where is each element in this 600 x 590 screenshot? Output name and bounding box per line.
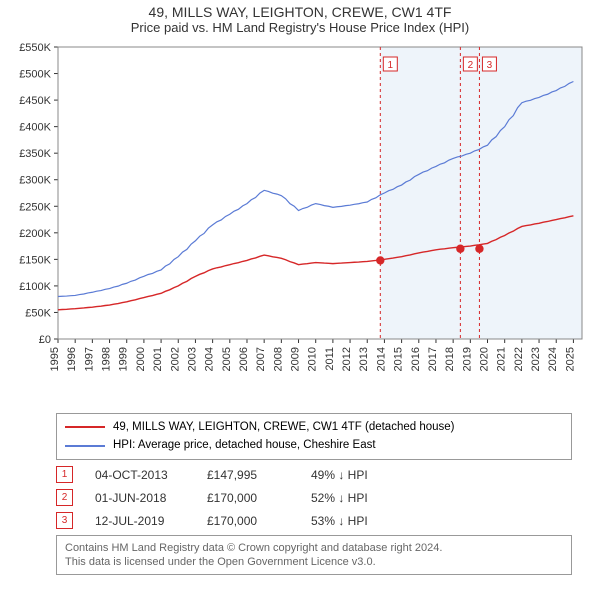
event-marker-box: 1 (56, 466, 73, 483)
svg-text:2016: 2016 (410, 347, 422, 371)
svg-text:1999: 1999 (118, 347, 130, 371)
event-price: £147,995 (207, 466, 289, 484)
event-price: £170,000 (207, 489, 289, 507)
svg-text:3: 3 (487, 60, 493, 71)
svg-text:£200K: £200K (19, 228, 51, 240)
event-row: 3 12-JUL-2019 £170,000 53% ↓ HPI (56, 512, 572, 530)
svg-text:1: 1 (388, 60, 394, 71)
svg-text:2024: 2024 (547, 347, 559, 371)
legend-label-property: 49, MILLS WAY, LEIGHTON, CREWE, CW1 4TF … (113, 418, 455, 436)
svg-text:2006: 2006 (238, 347, 250, 371)
svg-text:2008: 2008 (272, 347, 284, 371)
svg-text:2017: 2017 (427, 347, 439, 371)
svg-text:2: 2 (468, 60, 474, 71)
svg-text:£250K: £250K (19, 201, 51, 213)
event-marker-box: 2 (56, 489, 73, 506)
svg-text:2001: 2001 (152, 347, 164, 371)
svg-text:£450K: £450K (19, 95, 51, 107)
svg-text:2014: 2014 (375, 347, 387, 371)
legend-box: 49, MILLS WAY, LEIGHTON, CREWE, CW1 4TF … (56, 413, 572, 460)
event-delta: 53% ↓ HPI (311, 512, 368, 530)
svg-text:2002: 2002 (169, 347, 181, 371)
svg-text:2020: 2020 (479, 347, 491, 371)
svg-text:2010: 2010 (307, 347, 319, 371)
svg-text:2012: 2012 (341, 347, 353, 371)
legend-swatch-hpi (65, 445, 105, 447)
svg-text:2025: 2025 (564, 347, 576, 371)
event-marker-box: 3 (56, 512, 73, 529)
event-date: 01-JUN-2018 (95, 489, 185, 507)
event-row: 2 01-JUN-2018 £170,000 52% ↓ HPI (56, 489, 572, 507)
event-delta: 52% ↓ HPI (311, 489, 368, 507)
event-price: £170,000 (207, 512, 289, 530)
title-block: 49, MILLS WAY, LEIGHTON, CREWE, CW1 4TF … (8, 4, 592, 35)
svg-text:£50K: £50K (25, 307, 51, 319)
svg-text:2013: 2013 (358, 347, 370, 371)
svg-text:£500K: £500K (19, 69, 51, 81)
svg-text:2022: 2022 (513, 347, 525, 371)
svg-text:£100K: £100K (19, 281, 51, 293)
svg-text:1997: 1997 (83, 347, 95, 371)
legend-swatch-property (65, 426, 105, 428)
address-title: 49, MILLS WAY, LEIGHTON, CREWE, CW1 4TF (8, 4, 592, 20)
legend-row: HPI: Average price, detached house, Ches… (65, 436, 563, 454)
figure-container: 49, MILLS WAY, LEIGHTON, CREWE, CW1 4TF … (0, 0, 600, 583)
license-box: Contains HM Land Registry data © Crown c… (56, 535, 572, 576)
license-line: Contains HM Land Registry data © Crown c… (65, 541, 563, 555)
svg-text:2009: 2009 (290, 347, 302, 371)
svg-text:1998: 1998 (101, 347, 113, 371)
event-table: 1 04-OCT-2013 £147,995 49% ↓ HPI 2 01-JUN-201… (56, 466, 572, 530)
event-date: 12-JUL-2019 (95, 512, 185, 530)
svg-text:£0: £0 (39, 334, 51, 346)
chart-subtitle: Price paid vs. HM Land Registry's House … (8, 20, 592, 35)
license-line: This data is licensed under the Open Gov… (65, 555, 563, 569)
svg-text:2005: 2005 (221, 347, 233, 371)
svg-text:2015: 2015 (393, 347, 405, 371)
legend-row: 49, MILLS WAY, LEIGHTON, CREWE, CW1 4TF … (65, 418, 563, 436)
svg-text:2003: 2003 (186, 347, 198, 371)
legend-label-hpi: HPI: Average price, detached house, Ches… (113, 436, 376, 454)
svg-text:2023: 2023 (530, 347, 542, 371)
svg-text:£350K: £350K (19, 148, 51, 160)
svg-text:2004: 2004 (204, 347, 216, 371)
svg-text:£550K: £550K (19, 42, 51, 54)
event-delta: 49% ↓ HPI (311, 466, 368, 484)
svg-text:2019: 2019 (461, 347, 473, 371)
svg-text:£300K: £300K (19, 175, 51, 187)
svg-text:2007: 2007 (255, 347, 267, 371)
svg-text:2000: 2000 (135, 347, 147, 371)
svg-text:2011: 2011 (324, 347, 336, 371)
chart-svg: £0 £50K £100K £150K £200K £250K £300K £350K £400… (10, 39, 590, 409)
svg-text:1996: 1996 (66, 347, 78, 371)
svg-text:£150K: £150K (19, 254, 51, 266)
event-date: 04-OCT-2013 (95, 466, 185, 484)
chart-area: £0 £50K £100K £150K £200K £250K £300K £350K £400… (10, 39, 590, 409)
svg-text:2018: 2018 (444, 347, 456, 371)
svg-text:1995: 1995 (49, 347, 61, 371)
event-row: 1 04-OCT-2013 £147,995 49% ↓ HPI (56, 466, 572, 484)
svg-text:2021: 2021 (496, 347, 508, 371)
svg-text:£400K: £400K (19, 122, 51, 134)
